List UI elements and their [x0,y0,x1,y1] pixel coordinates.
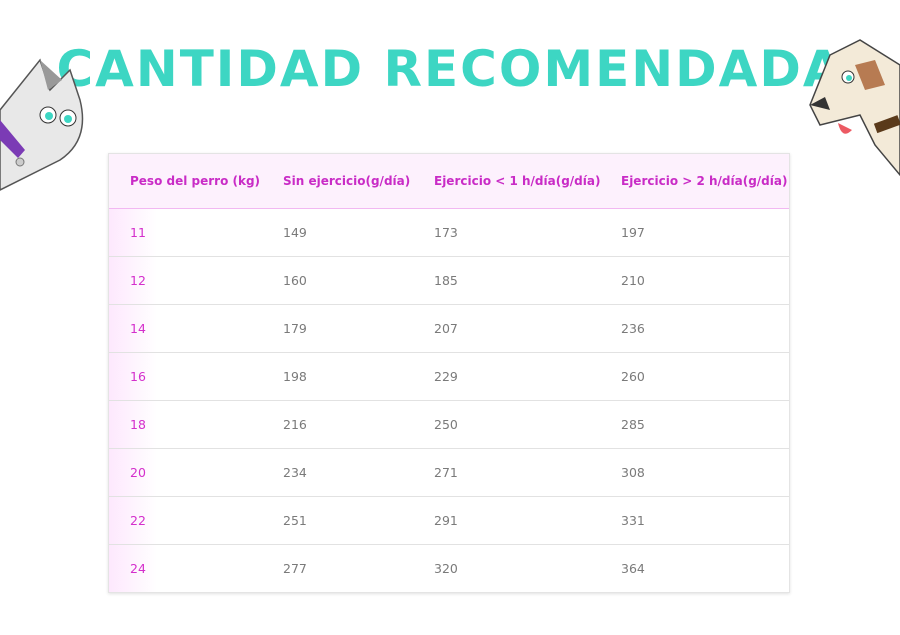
amount-cell: 308 [621,465,645,480]
weight-cell: 24 [130,561,146,576]
page-title: CANTIDAD RECOMENDADA [56,40,844,98]
weight-cell: 16 [130,369,146,384]
row-accent [109,257,269,304]
amount-cell: 173 [434,225,458,240]
amount-cell: 260 [621,369,645,384]
table-row: 22 251 291 331 [109,496,789,544]
row-accent [109,305,269,352]
weight-cell: 14 [130,321,146,336]
amount-cell: 197 [621,225,645,240]
dog-illustration [809,39,900,177]
amount-cell: 229 [434,369,458,384]
table-row: 12 160 185 210 [109,256,789,304]
row-accent [109,497,269,544]
amount-cell: 331 [621,513,645,528]
amount-cell: 149 [283,225,307,240]
row-accent [109,545,269,592]
row-accent [109,353,269,400]
column-header: Sin ejercicio(g/día) [283,174,411,188]
amount-cell: 236 [621,321,645,336]
amount-cell: 251 [283,513,307,528]
amount-cell: 185 [434,273,458,288]
column-header: Peso del perro (kg) [130,174,261,188]
amount-cell: 277 [283,561,307,576]
amount-cell: 210 [621,273,645,288]
weight-cell: 12 [130,273,146,288]
amount-cell: 250 [434,417,458,432]
amount-cell: 160 [283,273,307,288]
amount-cell: 179 [283,321,307,336]
header-row: Peso del perro (kg) Sin ejercicio(g/día) E… [109,154,789,209]
amount-cell: 216 [283,417,307,432]
table-row: 11 149 173 197 [109,209,789,256]
table-row: 14 179 207 236 [109,304,789,352]
column-header: Ejercicio < 1 h/día(g/día) [434,174,601,188]
column-header: Ejercicio > 2 h/día(g/día) [621,174,788,188]
weight-cell: 20 [130,465,146,480]
weight-cell: 22 [130,513,146,528]
cat-illustration [0,58,84,191]
weight-cell: 18 [130,417,146,432]
food-table: Peso del perro (kg) Sin ejercicio(g/día) E… [108,153,790,593]
row-accent [109,209,269,256]
table-row: 20 234 271 308 [109,448,789,496]
amount-cell: 207 [434,321,458,336]
amount-cell: 285 [621,417,645,432]
amount-cell: 198 [283,369,307,384]
table-row: 24 277 320 364 [109,544,789,592]
amount-cell: 271 [434,465,458,480]
table-row: 16 198 229 260 [109,352,789,400]
weight-cell: 11 [130,225,146,240]
table-row: 18 216 250 285 [109,400,789,448]
amount-cell: 320 [434,561,458,576]
amount-cell: 364 [621,561,645,576]
row-accent [109,449,269,496]
amount-cell: 234 [283,465,307,480]
row-accent [109,401,269,448]
amount-cell: 291 [434,513,458,528]
